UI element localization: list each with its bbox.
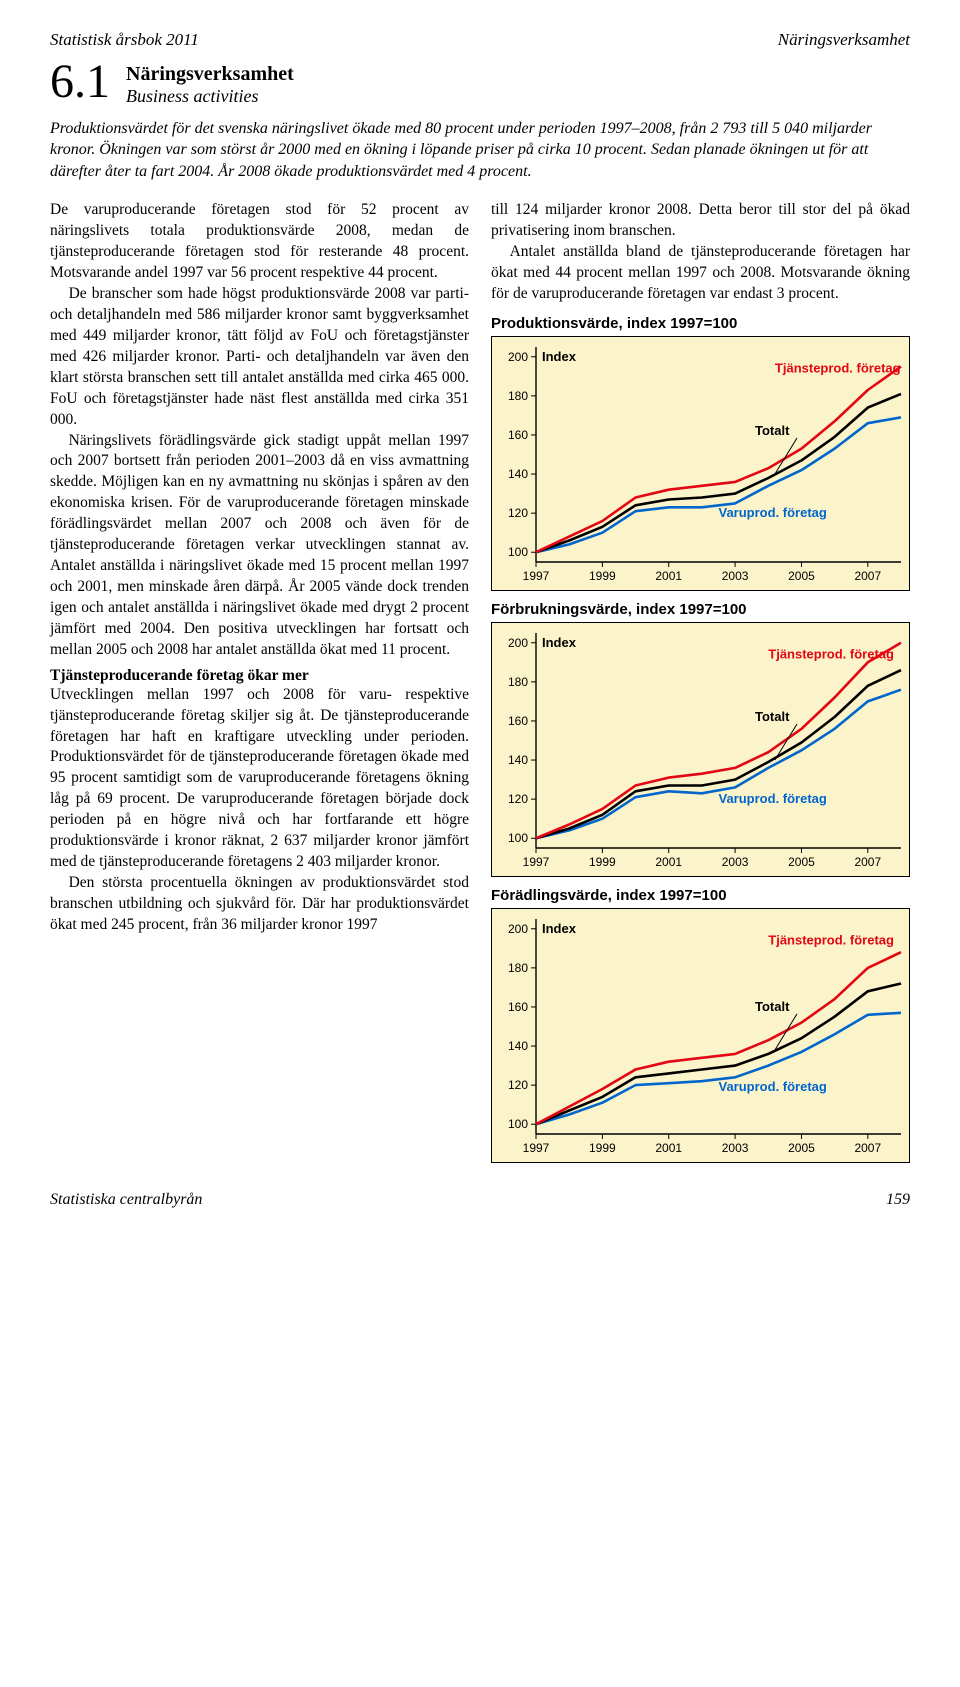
svg-text:160: 160	[508, 1000, 528, 1014]
svg-text:140: 140	[508, 1039, 528, 1053]
svg-text:140: 140	[508, 467, 528, 481]
section-heading: 6.1 Näringsverksamhet Business activitie…	[50, 58, 910, 108]
two-column-body: De varuproducerande företagen stod för 5…	[50, 200, 910, 1163]
svg-text:Varuprod. företag: Varuprod. företag	[719, 505, 827, 520]
chart-title: Förädlingsvärde, index 1997=100	[491, 887, 910, 904]
svg-text:100: 100	[508, 545, 528, 559]
svg-text:180: 180	[508, 675, 528, 689]
svg-text:2007: 2007	[854, 1141, 881, 1155]
body-paragraph: till 124 miljarder kronor 2008. Detta be…	[491, 200, 910, 242]
svg-text:100: 100	[508, 831, 528, 845]
svg-text:Totalt: Totalt	[755, 999, 790, 1014]
section-subtitle: Business activities	[126, 86, 294, 108]
body-paragraph: Näringslivets förädlingsvärde gick stadi…	[50, 431, 469, 661]
svg-text:1997: 1997	[523, 1141, 550, 1155]
svg-text:2005: 2005	[788, 1141, 815, 1155]
svg-text:1999: 1999	[589, 1141, 616, 1155]
header-left: Statistisk årsbok 2011	[50, 30, 199, 50]
chart-foradlingsvarde: 100 120 140 160 180 200 1997 1999 2001 2003 2005 20…	[491, 908, 910, 1163]
header-right: Näringsverksamhet	[778, 30, 910, 50]
running-footer: Statistiska centralbyrån 159	[50, 1191, 910, 1209]
svg-text:Tjänsteprod. företag: Tjänsteprod. företag	[768, 932, 894, 947]
svg-text:120: 120	[508, 1078, 528, 1092]
body-paragraph: De varuproducerande företagen stod för 5…	[50, 200, 469, 284]
svg-text:Totalt: Totalt	[755, 709, 790, 724]
chart-title: Förbrukningsvärde, index 1997=100	[491, 601, 910, 618]
svg-text:200: 200	[508, 922, 528, 936]
section-number: 6.1	[50, 58, 110, 106]
svg-text:Index: Index	[542, 921, 577, 936]
svg-text:1999: 1999	[589, 569, 616, 583]
body-paragraph: Utvecklingen mellan 1997 och 2008 för va…	[50, 685, 469, 873]
svg-text:2005: 2005	[788, 569, 815, 583]
svg-text:2003: 2003	[722, 1141, 749, 1155]
chart-produktionsvarde: 100 120 140 160 180 200 1997 1999 2001 2003 2005 20…	[491, 336, 910, 591]
svg-text:1999: 1999	[589, 855, 616, 869]
left-column: De varuproducerande företagen stod för 5…	[50, 200, 469, 1163]
running-header: Statistisk årsbok 2011 Näringsverksamhet	[50, 30, 910, 50]
svg-text:2001: 2001	[655, 855, 682, 869]
svg-text:Index: Index	[542, 349, 577, 364]
right-column: till 124 miljarder kronor 2008. Detta be…	[491, 200, 910, 1163]
intro-paragraph: Produktionsvärdet för det svenska näring…	[50, 118, 910, 183]
svg-text:Varuprod. företag: Varuprod. företag	[719, 1079, 827, 1094]
svg-text:Varuprod. företag: Varuprod. företag	[719, 791, 827, 806]
body-paragraph: Den största procentuella ökningen av pro…	[50, 873, 469, 936]
svg-text:120: 120	[508, 792, 528, 806]
svg-text:2007: 2007	[854, 569, 881, 583]
chart-forbrukningsvarde: 100 120 140 160 180 200 1997 1999 2001 2003 2005 20…	[491, 622, 910, 877]
svg-text:2007: 2007	[854, 855, 881, 869]
svg-text:Totalt: Totalt	[755, 423, 790, 438]
subheading: Tjänsteproducerande företag ökar mer	[50, 667, 469, 685]
svg-text:1997: 1997	[523, 855, 550, 869]
svg-text:2003: 2003	[722, 855, 749, 869]
svg-text:140: 140	[508, 753, 528, 767]
svg-text:2003: 2003	[722, 569, 749, 583]
footer-left: Statistiska centralbyrån	[50, 1191, 202, 1209]
svg-text:Index: Index	[542, 635, 577, 650]
svg-text:Tjänsteprod. företag: Tjänsteprod. företag	[775, 360, 901, 375]
svg-text:160: 160	[508, 714, 528, 728]
svg-text:160: 160	[508, 428, 528, 442]
svg-text:2001: 2001	[655, 569, 682, 583]
section-title: Näringsverksamhet	[126, 62, 294, 86]
footer-page-number: 159	[886, 1191, 910, 1209]
svg-text:200: 200	[508, 636, 528, 650]
svg-text:2005: 2005	[788, 855, 815, 869]
svg-text:180: 180	[508, 389, 528, 403]
svg-text:200: 200	[508, 350, 528, 364]
svg-text:Tjänsteprod. företag: Tjänsteprod. företag	[768, 646, 894, 661]
svg-text:180: 180	[508, 961, 528, 975]
svg-text:2001: 2001	[655, 1141, 682, 1155]
svg-text:100: 100	[508, 1117, 528, 1131]
svg-text:120: 120	[508, 506, 528, 520]
svg-text:1997: 1997	[523, 569, 550, 583]
chart-title: Produktionsvärde, index 1997=100	[491, 315, 910, 332]
body-paragraph: De branscher som hade högst produktionsv…	[50, 284, 469, 430]
body-paragraph: Antalet anställda bland de tjänsteproduc…	[491, 242, 910, 305]
